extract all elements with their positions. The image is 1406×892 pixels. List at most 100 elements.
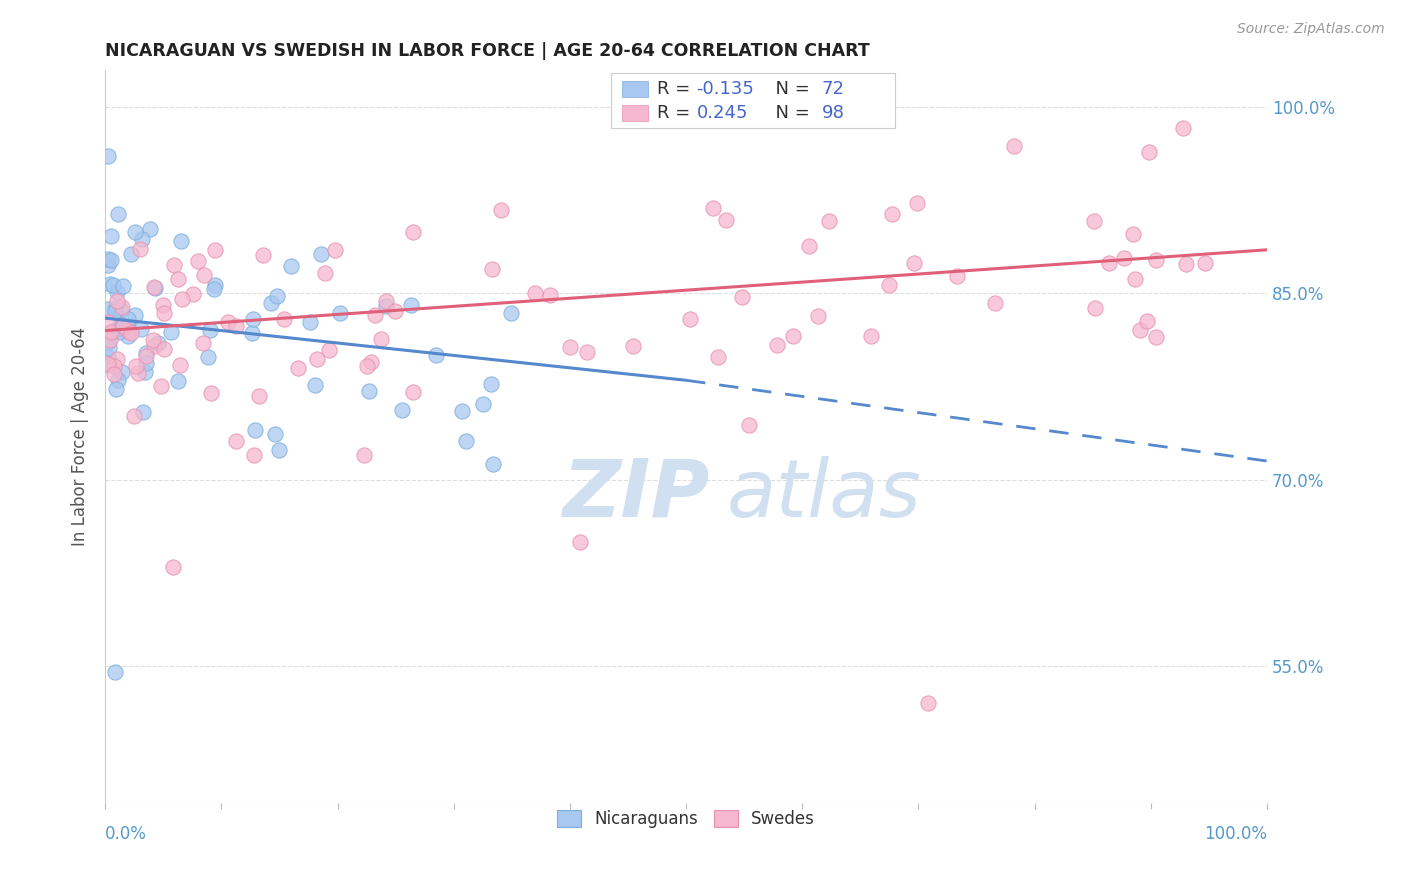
- Point: [1083, 214, 1105, 228]
- Point: [204, 243, 226, 257]
- Point: [125, 359, 148, 373]
- Text: -0.135: -0.135: [696, 79, 755, 98]
- Point: [111, 300, 134, 314]
- Point: [191, 336, 214, 351]
- Point: [129, 322, 152, 336]
- Point: [946, 268, 969, 283]
- Point: [1112, 251, 1135, 265]
- Point: [204, 278, 226, 293]
- Point: [917, 696, 939, 710]
- Point: [98, 359, 121, 373]
- Point: [314, 266, 336, 280]
- Point: [391, 403, 413, 417]
- Point: [1084, 301, 1107, 315]
- Point: [98, 277, 121, 291]
- Text: 98: 98: [823, 103, 845, 122]
- Text: Source: ZipAtlas.com: Source: ZipAtlas.com: [1237, 22, 1385, 37]
- Point: [242, 311, 264, 326]
- Point: [120, 326, 142, 340]
- Point: [877, 277, 900, 292]
- Point: [202, 282, 225, 296]
- Point: [111, 318, 134, 332]
- Point: [145, 281, 167, 295]
- Point: [399, 298, 422, 312]
- Point: [107, 206, 129, 220]
- Point: [132, 405, 155, 419]
- Point: [108, 325, 131, 339]
- Point: [98, 333, 121, 347]
- Point: [1137, 145, 1160, 159]
- Point: [797, 239, 820, 253]
- FancyBboxPatch shape: [623, 80, 648, 96]
- Point: [159, 325, 181, 339]
- Point: [983, 295, 1005, 310]
- Point: [117, 319, 139, 334]
- FancyBboxPatch shape: [623, 105, 648, 121]
- Point: [96, 258, 118, 272]
- Point: [370, 332, 392, 346]
- Point: [260, 295, 283, 310]
- Point: [142, 333, 165, 347]
- Point: [384, 304, 406, 318]
- Point: [146, 335, 169, 350]
- Point: [100, 229, 122, 244]
- Point: [621, 339, 644, 353]
- Point: [454, 434, 477, 448]
- Point: [167, 374, 190, 388]
- Point: [299, 315, 322, 329]
- Point: [97, 149, 120, 163]
- Text: atlas: atlas: [727, 456, 921, 533]
- Point: [1175, 257, 1198, 271]
- Point: [263, 427, 285, 442]
- Point: [353, 448, 375, 462]
- Point: [489, 203, 512, 218]
- Text: 0.245: 0.245: [696, 103, 748, 122]
- Point: [96, 350, 118, 364]
- Text: NICARAGUAN VS SWEDISH IN LABOR FORCE | AGE 20-64 CORRELATION CHART: NICARAGUAN VS SWEDISH IN LABOR FORCE | A…: [105, 42, 870, 60]
- Point: [170, 234, 193, 248]
- Point: [243, 423, 266, 437]
- Point: [1002, 138, 1025, 153]
- Point: [364, 308, 387, 322]
- Point: [135, 349, 157, 363]
- Point: [882, 207, 904, 221]
- Point: [150, 379, 173, 393]
- Point: [401, 225, 423, 239]
- Point: [560, 340, 582, 354]
- Point: [139, 222, 162, 236]
- Text: 0.0%: 0.0%: [105, 825, 148, 843]
- Point: [240, 326, 263, 340]
- Point: [129, 242, 152, 256]
- Point: [707, 350, 730, 364]
- Point: [131, 231, 153, 245]
- Point: [311, 247, 333, 261]
- Point: [225, 318, 247, 333]
- Legend: Nicaraguans, Swedes: Nicaraguans, Swedes: [551, 803, 821, 835]
- Point: [163, 258, 186, 272]
- Point: [451, 403, 474, 417]
- Point: [104, 301, 127, 316]
- Y-axis label: In Labor Force | Age 20-64: In Labor Force | Age 20-64: [72, 326, 89, 546]
- Point: [481, 261, 503, 276]
- Point: [111, 320, 134, 334]
- Text: 72: 72: [823, 79, 845, 98]
- Point: [143, 280, 166, 294]
- Point: [135, 345, 157, 359]
- Point: [120, 247, 142, 261]
- Point: [360, 355, 382, 369]
- Point: [568, 534, 591, 549]
- Point: [280, 259, 302, 273]
- Point: [111, 319, 134, 334]
- Point: [110, 302, 132, 317]
- Point: [243, 448, 266, 462]
- Text: ZIP: ZIP: [562, 456, 709, 533]
- Point: [479, 377, 502, 392]
- Point: [200, 385, 222, 400]
- Point: [1122, 227, 1144, 241]
- Point: [679, 312, 702, 326]
- Point: [329, 306, 352, 320]
- Point: [142, 339, 165, 353]
- Point: [105, 285, 128, 299]
- Point: [273, 311, 295, 326]
- Point: [103, 278, 125, 293]
